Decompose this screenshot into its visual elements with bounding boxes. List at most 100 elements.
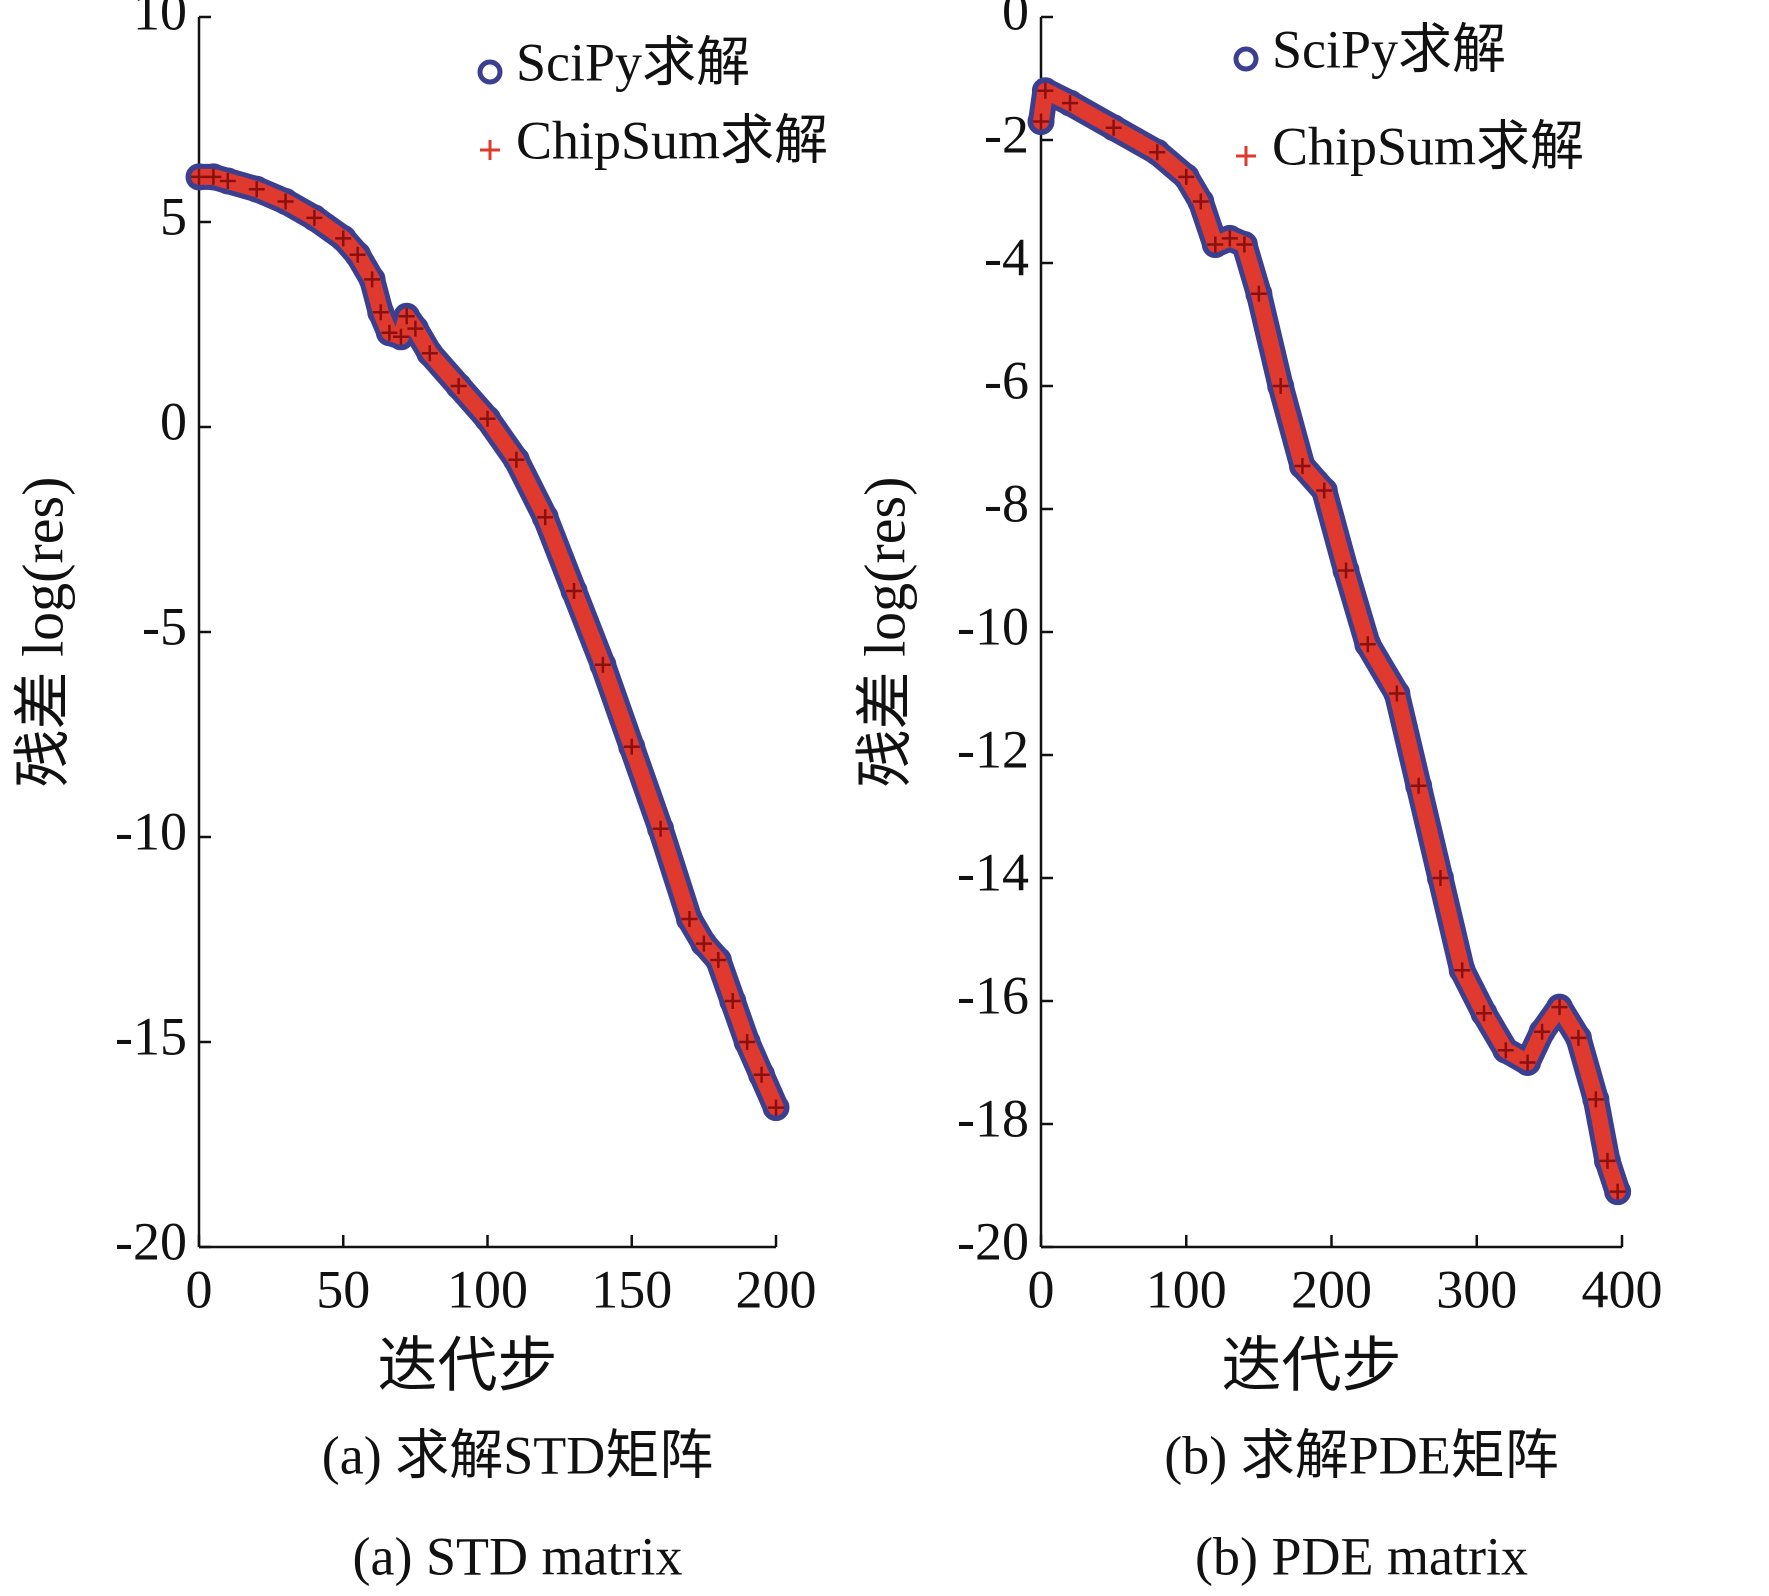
- marker: [623, 738, 640, 755]
- x-axis-label: 迭代步: [378, 1333, 558, 1399]
- x-tick-label: 200: [736, 1259, 817, 1319]
- y-axis-label: 残差 log(res): [852, 477, 917, 788]
- marker: [205, 168, 222, 185]
- marker: [1105, 119, 1122, 136]
- marker: [306, 209, 323, 226]
- marker: [1534, 1023, 1551, 1040]
- series-markers: [185, 163, 790, 1122]
- caption: (a) STD matrix: [353, 1526, 683, 1586]
- marker: [1599, 1152, 1616, 1169]
- marker: [219, 173, 236, 189]
- marker: [1454, 962, 1471, 979]
- x-axis-label: 迭代步: [1222, 1333, 1402, 1399]
- legend-marker: [1236, 146, 1256, 166]
- y-tick-label: -12: [957, 719, 1029, 779]
- y-tick-label: 0: [1002, 0, 1029, 41]
- series-line: [191, 168, 784, 1116]
- legend-label: SciPy求解: [1272, 19, 1506, 79]
- y-tick-label: 10: [133, 0, 187, 41]
- y-tick-label: -16: [957, 965, 1029, 1025]
- marker: [768, 1099, 784, 1116]
- marker: [1609, 1183, 1626, 1200]
- marker: [381, 324, 398, 341]
- marker: [753, 1066, 770, 1083]
- y-tick-label: -6: [984, 350, 1029, 410]
- y-tick-label: -20: [957, 1211, 1029, 1271]
- marker: [508, 451, 525, 468]
- series-markers: [191, 168, 784, 1116]
- marker: [1178, 168, 1195, 185]
- marker: [566, 583, 583, 599]
- y-tick-label: -10: [115, 801, 187, 861]
- caption: (a) 求解STD矩阵: [322, 1425, 713, 1485]
- marker: [1519, 1054, 1536, 1071]
- marker: [1432, 870, 1449, 886]
- marker: [1316, 482, 1333, 499]
- marker: [1294, 457, 1311, 474]
- y-tick-label: -15: [115, 1006, 187, 1066]
- marker: [248, 181, 265, 198]
- marker: [1272, 378, 1289, 394]
- legend-label: ChipSum求解: [516, 110, 828, 170]
- marker: [1497, 1042, 1514, 1059]
- marker: [1236, 236, 1253, 253]
- y-tick-label: -18: [957, 1088, 1029, 1148]
- marker: [1338, 562, 1355, 579]
- legend-marker: [480, 140, 500, 160]
- marker: [349, 246, 366, 263]
- marker: [392, 328, 409, 345]
- x-tick-label: 100: [447, 1259, 528, 1319]
- marker: [277, 193, 294, 210]
- y-axis-label: 残差 log(res): [10, 477, 75, 788]
- marker: [652, 820, 669, 837]
- marker: [335, 230, 352, 247]
- marker: [1551, 999, 1568, 1016]
- y-tick-label: -2: [984, 104, 1029, 164]
- legend-label: ChipSum求解: [1272, 116, 1584, 176]
- y-tick-label: -4: [984, 227, 1029, 287]
- caption: (b) PDE matrix: [1195, 1526, 1528, 1586]
- x-tick-label: 200: [1291, 1259, 1372, 1319]
- marker: [1221, 230, 1238, 247]
- y-tick-label: -10: [957, 596, 1029, 656]
- y-tick-label: -14: [957, 842, 1029, 902]
- marker: [479, 410, 496, 427]
- marker: [594, 656, 611, 673]
- marker: [450, 378, 467, 394]
- marker: [1410, 777, 1427, 794]
- x-tick-label: 300: [1436, 1259, 1517, 1319]
- y-tick-label: -20: [115, 1211, 187, 1271]
- legend-marker: [477, 59, 503, 85]
- marker: [1033, 113, 1049, 130]
- marker: [191, 168, 207, 185]
- marker: [1587, 1091, 1604, 1108]
- marker: [739, 1034, 756, 1050]
- marker: [364, 271, 381, 288]
- y-tick-label: 0: [160, 391, 187, 451]
- marker: [724, 993, 741, 1009]
- marker: [1192, 193, 1209, 210]
- legend-marker: [1233, 46, 1259, 72]
- marker: [421, 345, 438, 362]
- marker: [1149, 144, 1166, 161]
- legend-label: SciPy求解: [516, 32, 750, 92]
- y-tick-label: 5: [160, 186, 187, 246]
- marker: [1037, 82, 1054, 99]
- marker: [372, 304, 389, 321]
- marker: [407, 320, 424, 337]
- marker: [1359, 636, 1376, 653]
- x-tick-label: 0: [1028, 1259, 1055, 1319]
- x-tick-label: 150: [591, 1259, 672, 1319]
- marker: [537, 509, 554, 526]
- marker: [1250, 285, 1267, 302]
- marker: [1388, 685, 1405, 702]
- marker: [681, 911, 698, 927]
- caption: (b) 求解PDE矩阵: [1164, 1425, 1558, 1485]
- x-tick-label: 50: [316, 1259, 370, 1319]
- marker: [398, 308, 415, 325]
- marker: [1476, 1005, 1493, 1022]
- y-tick-label: -5: [142, 596, 187, 656]
- series-markers: [1033, 82, 1626, 1200]
- x-tick-label: 100: [1146, 1259, 1227, 1319]
